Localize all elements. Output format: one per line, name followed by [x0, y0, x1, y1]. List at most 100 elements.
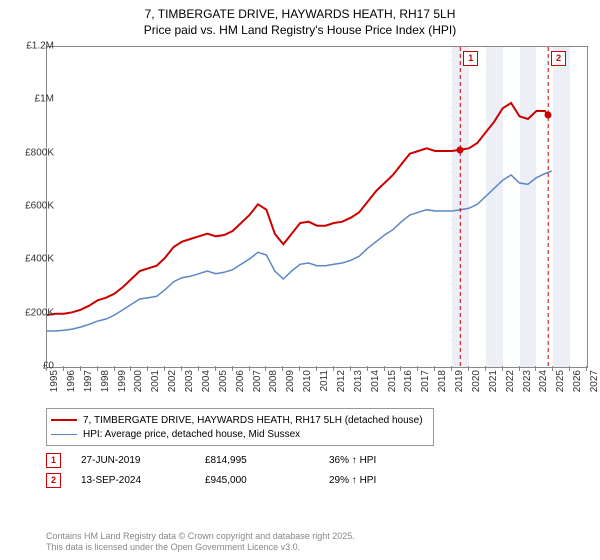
legend-item: 7, TIMBERGATE DRIVE, HAYWARDS HEATH, RH1…	[51, 413, 423, 427]
x-axis-label: 2016	[403, 370, 414, 400]
x-axis-label: 2026	[572, 370, 583, 400]
x-axis-tick	[519, 366, 520, 371]
x-axis-tick	[80, 366, 81, 371]
x-axis-label: 2010	[302, 370, 313, 400]
x-axis-label: 2023	[522, 370, 533, 400]
x-axis-tick	[114, 366, 115, 371]
x-axis-label: 2022	[505, 370, 516, 400]
x-axis-tick	[485, 366, 486, 371]
x-axis-label: 2018	[437, 370, 448, 400]
x-axis-label: 2020	[471, 370, 482, 400]
x-axis-tick	[181, 366, 182, 371]
x-axis-tick	[451, 366, 452, 371]
transactions-table: 1 27-JUN-2019 £814,995 36% ↑ HPI 2 13-SE…	[46, 450, 453, 490]
x-axis-tick	[586, 366, 587, 371]
series-line	[47, 103, 548, 315]
x-axis-label: 2011	[319, 370, 330, 400]
transaction-date: 27-JUN-2019	[81, 455, 205, 466]
x-axis-tick	[215, 366, 216, 371]
x-axis-tick	[299, 366, 300, 371]
x-axis-tick	[367, 366, 368, 371]
x-axis-label: 1996	[66, 370, 77, 400]
x-axis-label: 1999	[117, 370, 128, 400]
transaction-row: 1 27-JUN-2019 £814,995 36% ↑ HPI	[46, 450, 453, 470]
legend-swatch	[51, 419, 77, 421]
x-axis-label: 2006	[235, 370, 246, 400]
x-axis-tick	[265, 366, 266, 371]
x-axis-label: 1997	[83, 370, 94, 400]
transaction-marker: 2	[46, 473, 61, 488]
y-axis-label: £1M	[10, 94, 54, 105]
data-point-marker	[545, 112, 552, 119]
x-axis-tick	[97, 366, 98, 371]
y-axis-label: £600K	[10, 201, 54, 212]
x-axis-label: 2019	[454, 370, 465, 400]
x-axis-tick	[249, 366, 250, 371]
x-axis-label: 2025	[555, 370, 566, 400]
transaction-price: £945,000	[205, 475, 329, 486]
x-axis-label: 2002	[167, 370, 178, 400]
x-axis-label: 2021	[488, 370, 499, 400]
transaction-marker: 1	[46, 453, 61, 468]
event-marker-label: 2	[551, 51, 566, 66]
x-axis-tick	[417, 366, 418, 371]
x-axis-tick	[147, 366, 148, 371]
legend-label: HPI: Average price, detached house, Mid …	[83, 429, 300, 440]
event-marker-label: 1	[463, 51, 478, 66]
x-axis-label: 2003	[184, 370, 195, 400]
x-axis-label: 2015	[387, 370, 398, 400]
x-axis-label: 2008	[268, 370, 279, 400]
legend-swatch	[51, 434, 77, 435]
footer-line-1: Contains HM Land Registry data © Crown c…	[46, 531, 355, 543]
chart-container: 7, TIMBERGATE DRIVE, HAYWARDS HEATH, RH1…	[0, 0, 600, 560]
chart-plot-area: 12	[46, 46, 588, 368]
series-line	[47, 171, 552, 331]
x-axis-tick	[63, 366, 64, 371]
legend-label: 7, TIMBERGATE DRIVE, HAYWARDS HEATH, RH1…	[83, 415, 423, 426]
transaction-date: 13-SEP-2024	[81, 475, 205, 486]
x-axis-tick	[502, 366, 503, 371]
x-axis-label: 2014	[370, 370, 381, 400]
x-axis-label: 2012	[336, 370, 347, 400]
x-axis-label: 2017	[420, 370, 431, 400]
x-axis-label: 2009	[285, 370, 296, 400]
title-line-2: Price paid vs. HM Land Registry's House …	[0, 22, 600, 38]
chart-title: 7, TIMBERGATE DRIVE, HAYWARDS HEATH, RH1…	[0, 0, 600, 38]
x-axis-tick	[552, 366, 553, 371]
transaction-price: £814,995	[205, 455, 329, 466]
x-axis-label: 2001	[150, 370, 161, 400]
x-axis-label: 2027	[589, 370, 600, 400]
footer: Contains HM Land Registry data © Crown c…	[46, 531, 355, 554]
y-axis-label: £400K	[10, 254, 54, 265]
x-axis-tick	[434, 366, 435, 371]
footer-line-2: This data is licensed under the Open Gov…	[46, 542, 355, 554]
transaction-row: 2 13-SEP-2024 £945,000 29% ↑ HPI	[46, 470, 453, 490]
x-axis-tick	[198, 366, 199, 371]
transaction-vs-hpi: 36% ↑ HPI	[329, 455, 453, 466]
x-axis-tick	[384, 366, 385, 371]
x-axis-tick	[468, 366, 469, 371]
y-axis-label: £200K	[10, 307, 54, 318]
data-point-marker	[457, 146, 464, 153]
x-axis-tick	[333, 366, 334, 371]
x-axis-tick	[282, 366, 283, 371]
legend: 7, TIMBERGATE DRIVE, HAYWARDS HEATH, RH1…	[46, 408, 434, 446]
x-axis-label: 2024	[538, 370, 549, 400]
x-axis-tick	[535, 366, 536, 371]
x-axis-label: 1998	[100, 370, 111, 400]
x-axis-tick	[130, 366, 131, 371]
x-axis-label: 2004	[201, 370, 212, 400]
x-axis-tick	[232, 366, 233, 371]
legend-item: HPI: Average price, detached house, Mid …	[51, 427, 423, 441]
x-axis-label: 2000	[133, 370, 144, 400]
x-axis-tick	[350, 366, 351, 371]
x-axis-tick	[46, 366, 47, 371]
x-axis-tick	[569, 366, 570, 371]
x-axis-tick	[400, 366, 401, 371]
x-axis-tick	[164, 366, 165, 371]
y-axis-label: £1.2M	[10, 41, 54, 52]
x-axis-label: 2007	[252, 370, 263, 400]
transaction-vs-hpi: 29% ↑ HPI	[329, 475, 453, 486]
y-axis-label: £0	[10, 361, 54, 372]
x-axis-label: 2013	[353, 370, 364, 400]
